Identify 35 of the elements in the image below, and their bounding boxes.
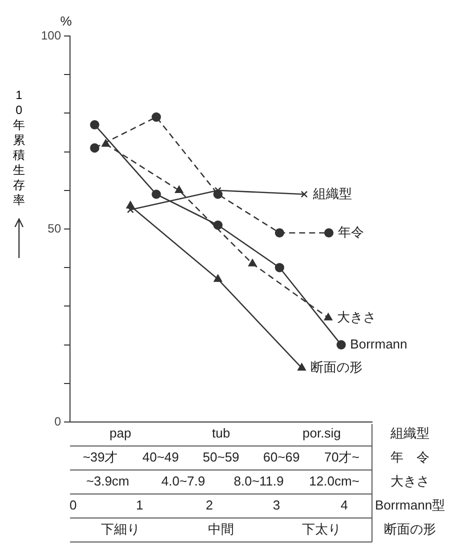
text: tub	[212, 426, 230, 441]
series-label: 年令	[338, 224, 364, 240]
x-tick-label: 1	[136, 498, 144, 513]
text: 50~59	[202, 450, 240, 465]
text: 断面の形	[384, 522, 436, 537]
text: 下細り	[100, 522, 140, 537]
y-tick-label: 50	[48, 221, 62, 236]
text: 大きさ	[390, 474, 430, 489]
y-tick-label: 0	[54, 414, 62, 428]
series-label: 組織型	[312, 186, 352, 201]
text: por.sig	[302, 426, 341, 441]
x-tick-label: 2	[206, 498, 213, 513]
text: ~39才	[82, 450, 118, 465]
text: pap	[110, 426, 132, 441]
series-label: 断面の形	[310, 360, 363, 375]
x-tick-label: 3	[272, 498, 280, 513]
text: 40~49	[142, 450, 179, 465]
y-tick-label: 100	[40, 28, 62, 42]
series-label: Borrmann	[350, 336, 408, 352]
text: 組織型	[390, 426, 430, 441]
text: %	[60, 14, 72, 29]
text: 8.0~11.9	[234, 474, 284, 489]
x-tick-label: 4	[340, 498, 348, 513]
x-tick-label: 0	[69, 498, 77, 513]
text: 60~69	[263, 450, 300, 465]
text: ~3.9cm	[86, 474, 130, 489]
y-axis-title: 10年累積生存率	[12, 88, 26, 208]
x-axis-title: Borrmann型	[374, 498, 446, 513]
text: 年 令	[390, 450, 430, 465]
text: 70才~	[324, 450, 360, 465]
series-label: 大きさ	[337, 309, 376, 324]
text: 12.0cm~	[309, 474, 360, 489]
text: 下太り	[302, 522, 342, 537]
text: 4.0~7.9	[161, 474, 206, 489]
text: 中間	[208, 522, 234, 537]
